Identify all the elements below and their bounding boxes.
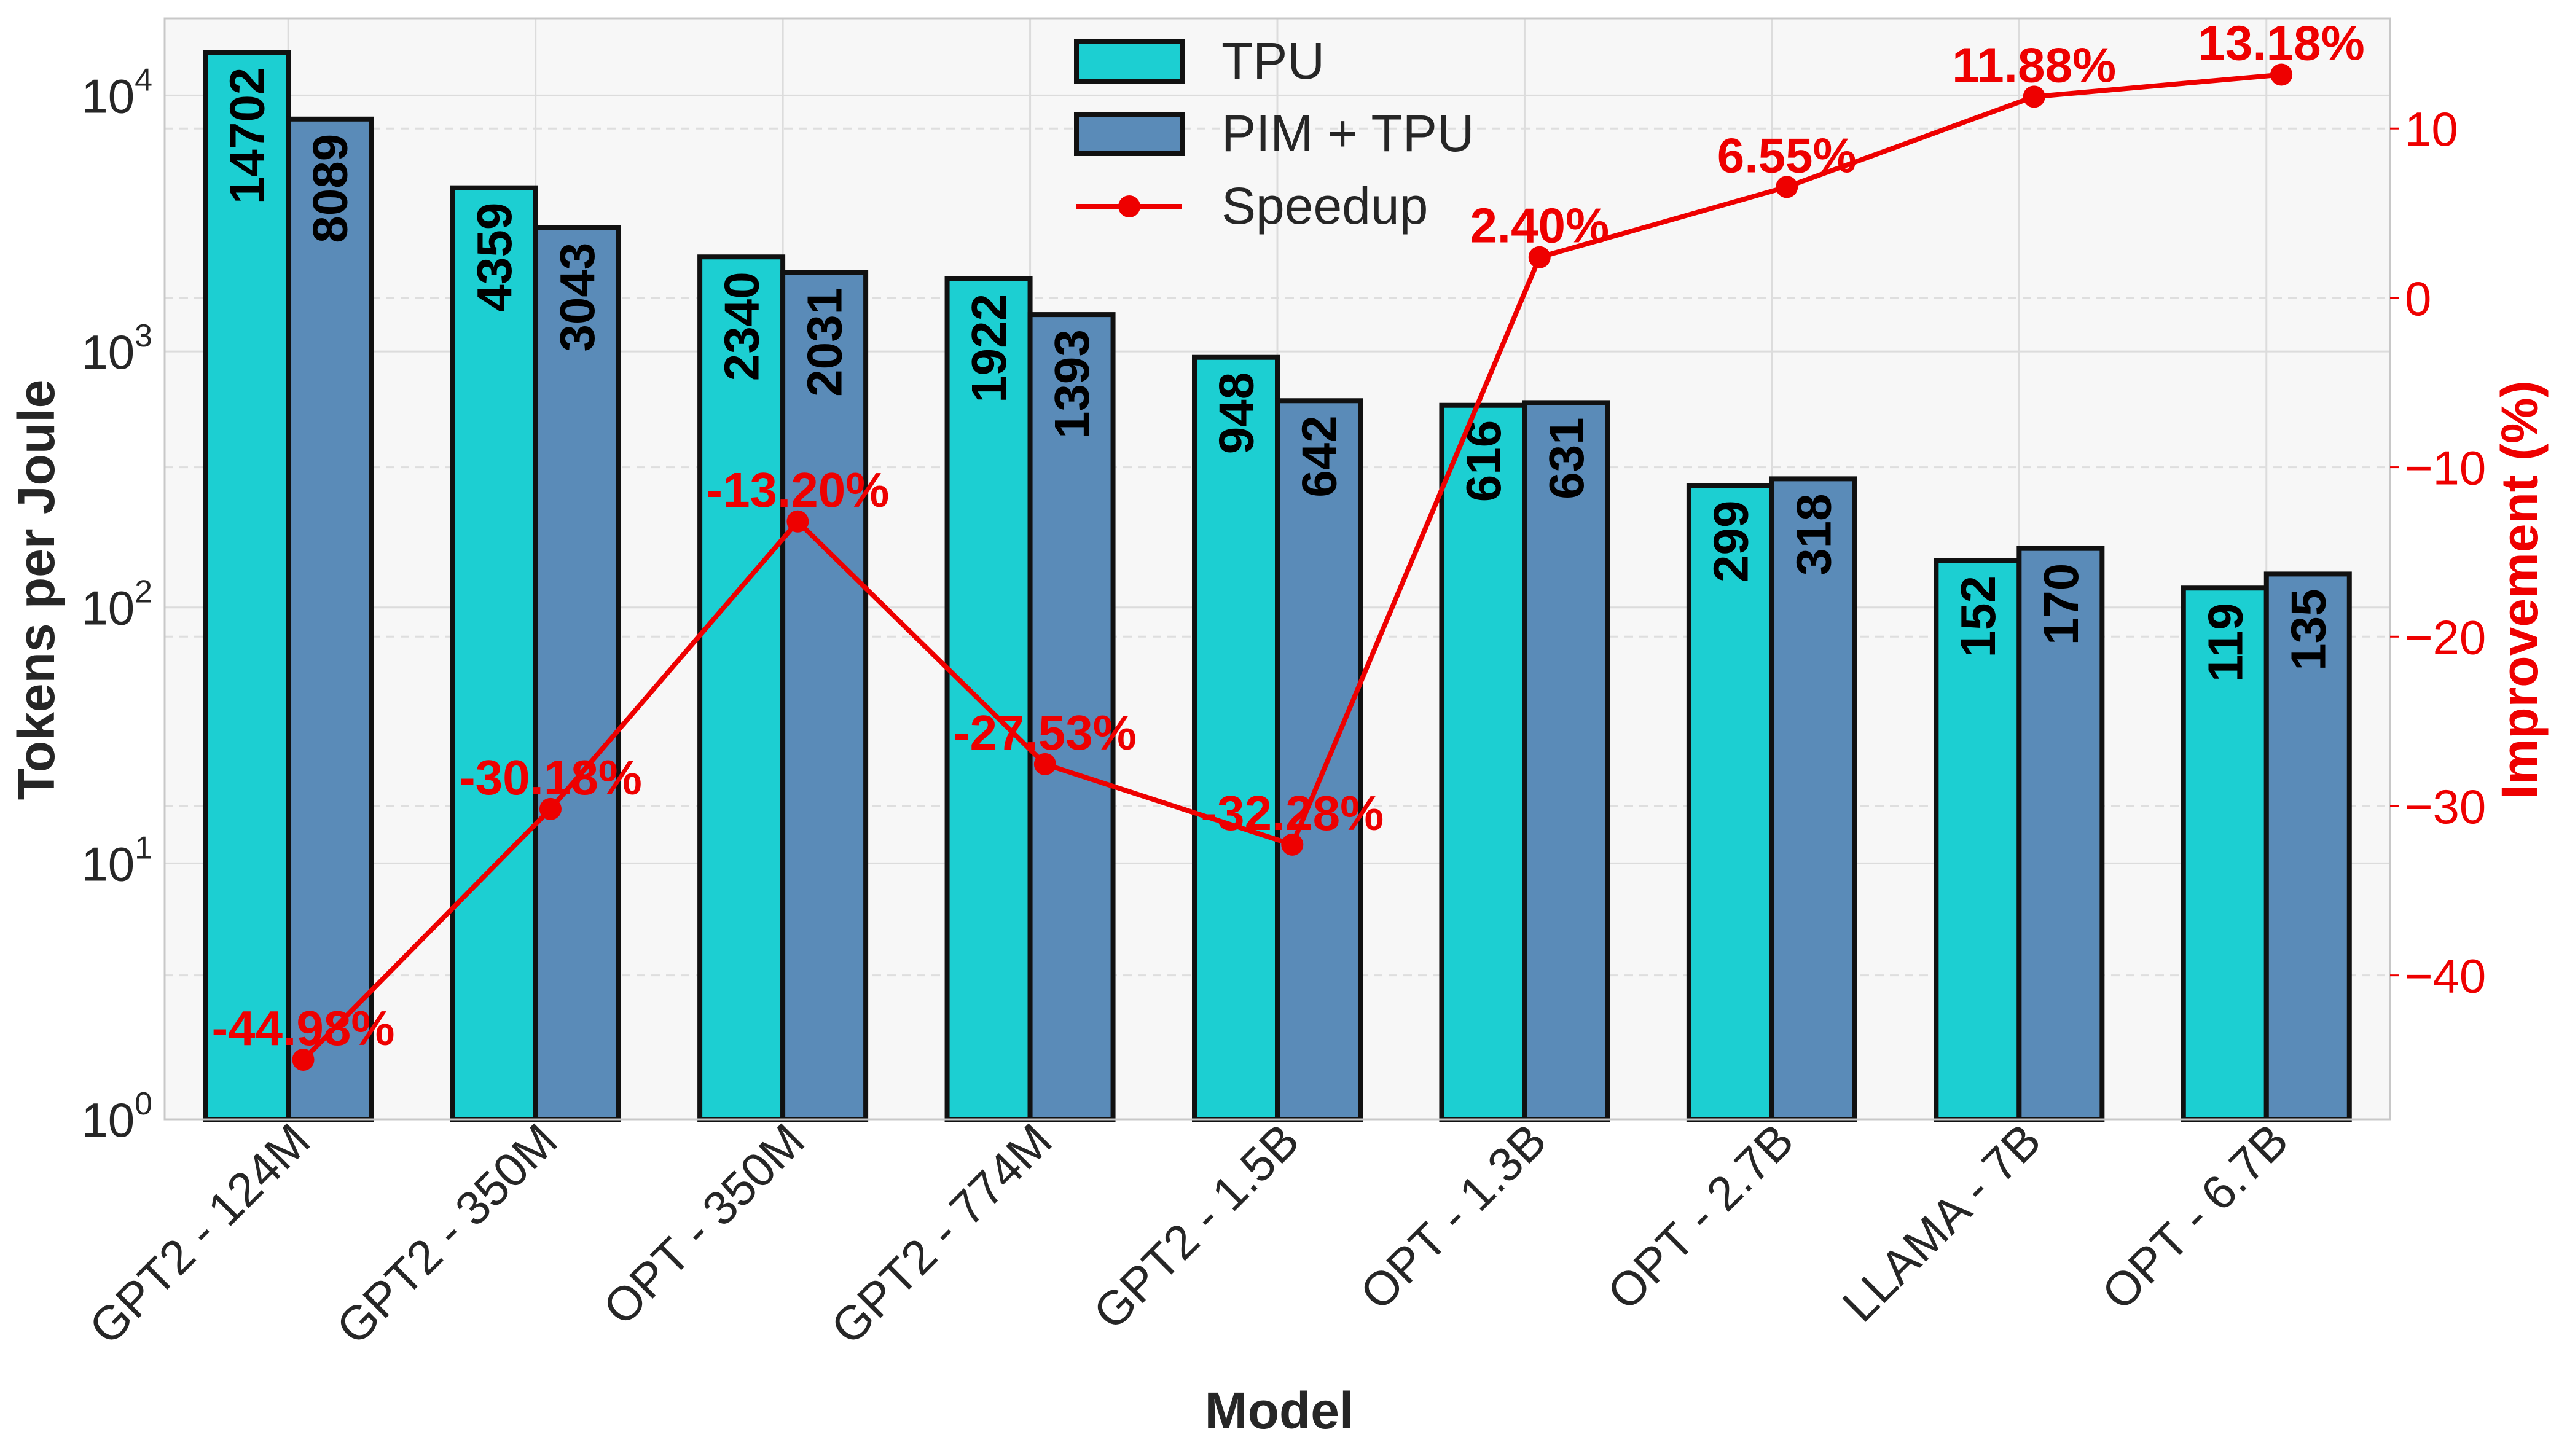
bar-value-label: 152 (1951, 576, 2005, 657)
x-tick-label: LLAMA - 7B (1832, 1113, 2052, 1333)
y2-tick-label: −30 (2405, 780, 2486, 834)
legend-label: Speedup (1221, 177, 1428, 235)
y-tick-base: 10 (81, 325, 135, 379)
y-axis-title: Tokens per Joule (7, 380, 65, 800)
bar (780, 270, 869, 1122)
bar-value-label: 299 (1703, 501, 1758, 582)
y2-axis-title: Improvement (%) (2491, 380, 2549, 799)
bar-value-label: 1922 (962, 294, 1016, 403)
x-axis-title: Model (1205, 1382, 1354, 1439)
speedup-value-label: 11.88% (1952, 37, 2116, 92)
bar (1769, 476, 1857, 1122)
bar (2016, 546, 2105, 1122)
bar-value-label: 119 (2198, 603, 2252, 682)
legend-swatch (1074, 112, 1185, 156)
bar-value-label: 631 (1539, 417, 1594, 499)
bars (203, 50, 2352, 1122)
bar-value-label: 2031 (797, 288, 852, 397)
speedup-value-label: 6.55% (1717, 128, 1857, 182)
bar (1439, 402, 1527, 1122)
speedup-marker (1281, 833, 1304, 856)
bar (203, 50, 291, 1122)
x-tick-label: OPT - 6.7B (2091, 1113, 2298, 1320)
speedup-marker (1776, 176, 1798, 198)
bar-value-label: 948 (1209, 372, 1264, 454)
bar (2263, 571, 2352, 1122)
speedup-marker (2023, 85, 2045, 108)
bar-value-label: 14702 (220, 68, 275, 204)
speedup-value-label: -13.20% (706, 463, 889, 517)
bar (533, 225, 621, 1122)
speedup-marker (1528, 246, 1551, 268)
speedup-marker (539, 797, 562, 820)
bar (1275, 398, 1363, 1122)
y-tick-label: 103 (81, 318, 152, 379)
bar-value-label: 170 (2034, 563, 2088, 645)
bar-value-label: 8089 (303, 134, 358, 243)
bar (1192, 354, 1280, 1122)
x-tick-label: GPT2 - 350M (326, 1113, 567, 1355)
bar (697, 254, 786, 1122)
x-tick-label: GPT2 - 774M (820, 1113, 1062, 1355)
y-tick-label: 101 (81, 830, 152, 891)
y-tick-label: 104 (81, 62, 152, 123)
y-tick-base: 10 (81, 69, 135, 123)
y2-tick-label: −10 (2405, 441, 2486, 495)
bar-value-label: 2340 (715, 272, 769, 381)
plot-frame (163, 17, 2391, 1121)
speedup-value-label: -27.53% (954, 705, 1137, 760)
y-tick-exponent: 4 (135, 62, 152, 98)
speedup-value-label: 13.18% (2198, 16, 2364, 71)
bar (1522, 400, 1610, 1122)
y2-axis-ticks: 10 0 −10 −20 −30 −40 (2390, 102, 2486, 1003)
y-tick-base: 10 (81, 581, 135, 635)
legend-marker (1118, 195, 1140, 217)
bar (1934, 558, 2022, 1122)
y-tick-exponent: 0 (135, 1086, 152, 1122)
legend-label: PIM + TPU (1221, 104, 1475, 162)
x-axis-ticks: GPT2 - 124M GPT2 - 350M OPT - 350M GPT2 - 7… (79, 1113, 2298, 1355)
speedup-value-label: -44.98% (212, 1001, 395, 1055)
bar (944, 276, 1033, 1122)
bar-value-label: 3043 (550, 243, 605, 352)
y-tick-exponent: 3 (135, 318, 152, 354)
speedup-marker (2270, 63, 2293, 86)
bar (450, 185, 538, 1122)
speedup-marker (1033, 753, 1056, 775)
bar-value-label: 1393 (1044, 329, 1099, 439)
y-tick-exponent: 2 (135, 574, 152, 610)
speedup-marker (292, 1048, 315, 1071)
speedup-value-label: 2.40% (1470, 198, 1609, 253)
legend-label: TPU (1221, 32, 1325, 90)
speedup-marker (786, 510, 809, 533)
y-tick-exponent: 1 (135, 830, 152, 866)
y2-tick-label: 10 (2405, 102, 2458, 156)
speedup-value-label: -32.28% (1201, 786, 1384, 840)
bar-value-label: 135 (2281, 589, 2335, 670)
legend-swatch (1074, 39, 1185, 84)
bar-value-label: 318 (1786, 493, 1841, 575)
bar-value-label: 642 (1292, 415, 1347, 497)
x-tick-label: OPT - 350M (593, 1113, 815, 1336)
speedup-line (292, 63, 2293, 1071)
y-tick-label: 102 (81, 574, 152, 635)
y-tick-label: 100 (81, 1086, 152, 1147)
x-tick-label: OPT - 1.3B (1349, 1113, 1556, 1320)
speedup-labels: -44.98% -30.18% -13.20% -27.53% -32.28% 2.40%… (212, 16, 2365, 1055)
y2-tick-label: −40 (2405, 949, 2486, 1003)
y-tick-base: 10 (81, 837, 135, 891)
x-tick-label: GPT2 - 1.5B (1083, 1113, 1309, 1340)
bar (286, 116, 374, 1122)
x-tick-label: GPT2 - 124M (79, 1113, 320, 1355)
x-tick-label: OPT - 2.7B (1597, 1113, 1804, 1320)
y2-tick-label: −20 (2405, 610, 2486, 664)
y-tick-base: 10 (81, 1093, 135, 1147)
bar-value-label: 4359 (467, 203, 522, 312)
legend: TPU PIM + TPU Speedup (1074, 32, 1475, 235)
y2-tick-label: 0 (2405, 272, 2431, 326)
speedup-value-label: -30.18% (459, 750, 642, 805)
